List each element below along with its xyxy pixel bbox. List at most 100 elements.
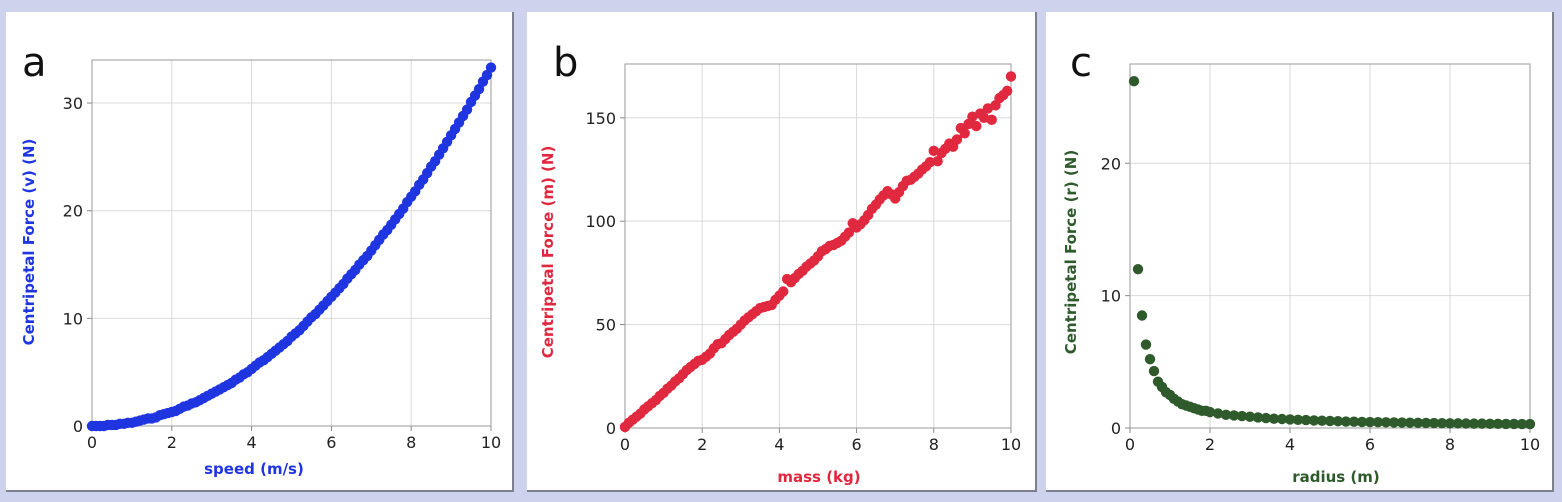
y-tick-label: 0 — [606, 419, 616, 438]
data-point — [778, 286, 789, 297]
x-tick-label: 8 — [929, 435, 939, 454]
data-point — [1524, 418, 1536, 430]
x-tick-label: 10 — [481, 433, 501, 452]
data-point — [1444, 418, 1456, 429]
data-point — [1500, 418, 1512, 430]
data-point — [1420, 417, 1432, 429]
x-tick-label: 2 — [1205, 435, 1215, 454]
plot-frame — [91, 59, 492, 427]
data-point — [1332, 416, 1344, 427]
data-point — [1372, 416, 1384, 428]
x-tick-label: 6 — [1365, 435, 1375, 454]
y-axis-label-a: Centripetal Force (v) (N) — [20, 139, 38, 346]
plot-frame — [1129, 63, 1531, 429]
y-tick-label: 20 — [63, 202, 83, 221]
chart-panel-a: a Centripetal Force (v) (N) speed (m/s) … — [6, 12, 514, 492]
data-point — [1284, 414, 1296, 425]
data-point — [1348, 416, 1360, 427]
data-point — [1228, 410, 1240, 421]
x-tick-label: 4 — [774, 435, 784, 454]
data-point — [1364, 416, 1376, 428]
data-point — [1492, 418, 1504, 429]
y-tick-label: 10 — [63, 309, 83, 328]
data-point — [1148, 365, 1160, 377]
data-point — [1260, 412, 1272, 424]
x-tick-label: 6 — [326, 433, 336, 452]
data-point — [1468, 418, 1480, 429]
data-point — [1340, 416, 1352, 427]
chart-b-svg: b Centripetal Force (m) (N) mass (kg) 0 2… — [539, 40, 1021, 486]
data-point — [971, 120, 982, 132]
data-point — [1404, 417, 1416, 428]
data-point — [1316, 415, 1328, 426]
x-tick-label: 8 — [406, 433, 416, 452]
x-tick-label: 4 — [1285, 435, 1295, 454]
data-point — [1204, 406, 1216, 418]
x-tick-label: 0 — [87, 433, 97, 452]
y-tick-label: 0 — [1111, 419, 1121, 438]
chart-c-svg: c Centripetal Force (r) (N) radius (m) 0… — [1062, 40, 1540, 486]
data-point — [1428, 417, 1440, 429]
data-point — [1436, 418, 1448, 429]
x-tick-label: 0 — [620, 435, 630, 454]
y-axis-label-c: Centripetal Force (r) (N) — [1062, 150, 1080, 354]
data-point — [1412, 417, 1424, 429]
data-point — [924, 157, 936, 168]
x-tick-label: 8 — [1445, 435, 1455, 454]
panel-label-c: c — [1070, 40, 1092, 86]
plot-area-c: 0 2 4 6 8 10 0 10 20 — [1101, 63, 1540, 454]
x-axis-label-a: speed (m/s) — [204, 460, 304, 478]
data-point — [1516, 418, 1528, 430]
data-point — [1484, 418, 1496, 429]
data-point — [1308, 415, 1320, 426]
x-tick-label: 4 — [247, 433, 257, 452]
y-tick-label: 30 — [63, 94, 83, 113]
chart-a-svg: a Centripetal Force (v) (N) speed (m/s) … — [20, 40, 501, 478]
data-point — [1136, 310, 1148, 321]
data-point — [1132, 263, 1144, 275]
data-point — [1276, 413, 1288, 425]
y-tick-label: 50 — [596, 316, 616, 335]
y-tick-label: 100 — [585, 212, 616, 231]
data-point — [1001, 85, 1013, 97]
data-point — [1508, 418, 1520, 430]
chart-panel-c: c Centripetal Force (r) (N) radius (m) 0… — [1046, 12, 1554, 492]
x-tick-label: 0 — [1125, 435, 1135, 454]
y-axis-label-b: Centripetal Force (m) (N) — [539, 146, 557, 359]
x-tick-label: 6 — [852, 435, 862, 454]
data-point — [959, 128, 970, 139]
data-point — [1396, 417, 1408, 428]
data-point — [843, 227, 855, 238]
data-point — [1144, 353, 1156, 365]
chart-panel-b: b Centripetal Force (m) (N) mass (kg) 0 2… — [527, 12, 1037, 492]
data-point — [1220, 409, 1232, 420]
data-point — [1324, 415, 1336, 427]
y-tick-label: 150 — [585, 109, 616, 128]
panel-label-b: b — [553, 40, 578, 86]
data-point — [1212, 408, 1224, 419]
data-point — [1005, 71, 1017, 82]
y-tick-label: 0 — [73, 417, 83, 436]
data-point — [1244, 411, 1256, 422]
panel-label-a: a — [22, 40, 47, 86]
y-tick-label: 10 — [1101, 287, 1121, 306]
x-axis-label-b: mass (kg) — [777, 468, 860, 486]
data-point — [1300, 414, 1312, 426]
data-point — [1140, 339, 1152, 350]
x-tick-label: 2 — [697, 435, 707, 454]
data-point — [1252, 412, 1264, 423]
data-point — [1380, 417, 1392, 428]
y-tick-label: 20 — [1101, 154, 1121, 173]
data-point — [1476, 418, 1488, 429]
x-tick-label: 10 — [1520, 435, 1540, 454]
data-point — [1452, 418, 1464, 429]
data-point — [1128, 76, 1140, 87]
plot-frame — [624, 63, 1012, 429]
data-point — [1292, 414, 1304, 425]
data-point — [951, 134, 963, 145]
x-axis-label-c: radius (m) — [1292, 468, 1380, 486]
x-tick-label: 2 — [167, 433, 177, 452]
data-point — [1460, 418, 1472, 429]
data-point — [1388, 417, 1400, 428]
